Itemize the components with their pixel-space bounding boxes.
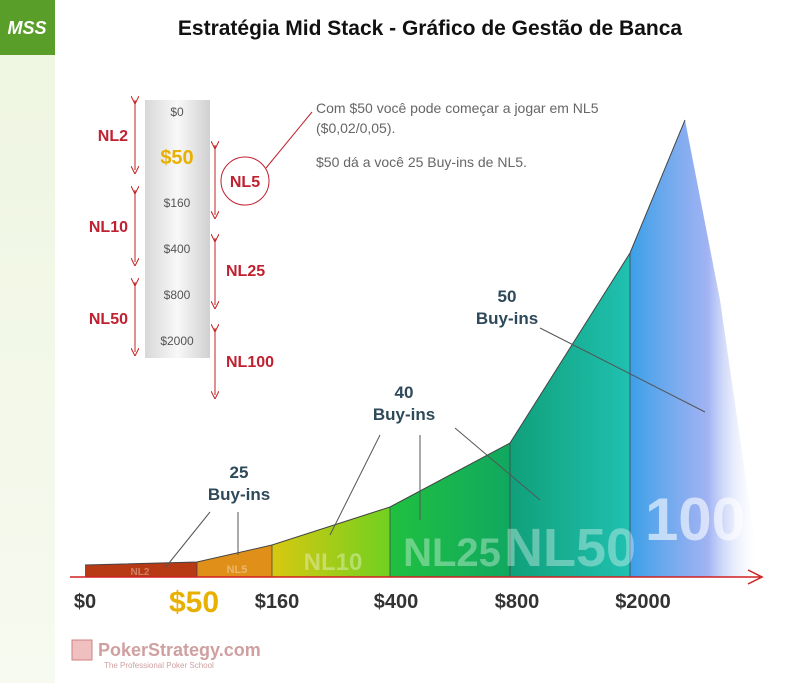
side-bar (0, 0, 55, 683)
limit-left: NL2 (98, 128, 128, 145)
pointer (164, 511, 211, 569)
region-label: NL2 (131, 567, 150, 578)
dividers (196, 253, 631, 577)
note-line: ($0,02/0,05). (316, 120, 395, 136)
region-label: NL10 (304, 549, 363, 576)
footer-brand: PokerStrategy.com (98, 640, 261, 660)
note: Com $50 você pode começar a jogar em NL5… (316, 100, 599, 170)
axis-label: $2000 (615, 591, 671, 613)
axis-label: $800 (495, 591, 540, 613)
pointer (329, 434, 381, 536)
chip-highlight: $50 (160, 147, 193, 169)
region-area (85, 562, 197, 577)
chip: $0 (170, 105, 184, 119)
logo-box (0, 0, 55, 55)
region-area (630, 120, 760, 577)
pointer (454, 427, 541, 501)
range-arrows (135, 100, 215, 395)
callout-text: Buy-ins (208, 485, 270, 504)
limit-left: NL50 (89, 311, 128, 328)
axis-labels: $0 $50 $160 $400 $800 $2000 (74, 586, 671, 619)
region-labels: NL2 NL5 NL10 NL25 NL50 100 (131, 486, 746, 578)
region-area (197, 545, 272, 577)
limit-right: NL5 (230, 174, 260, 191)
axis-label: $400 (374, 591, 419, 613)
axis-label: $160 (255, 591, 300, 613)
note-pointer (265, 111, 313, 169)
axis-arrow (747, 569, 764, 585)
limit-labels: NL2 NL10 NL50 NL5 NL25 NL100 (89, 128, 274, 371)
region-area (390, 443, 510, 577)
chip: $2000 (160, 334, 194, 348)
limit-right: NL100 (226, 354, 274, 371)
region-label: NL5 (227, 564, 248, 576)
highlight-circle (220, 156, 270, 206)
callout-text: Buy-ins (373, 405, 435, 424)
chip: $400 (164, 242, 191, 256)
chip-column (145, 100, 210, 358)
limit-right: NL25 (226, 263, 265, 280)
region-label: 100 (645, 486, 745, 553)
callout-number: 40 (395, 383, 414, 402)
footer-tagline: The Professional Poker School (104, 661, 214, 670)
region-area (510, 253, 630, 577)
note-line: $50 dá a você 25 Buy-ins de NL5. (316, 154, 527, 170)
chip: $800 (164, 288, 191, 302)
logo: MSS (7, 18, 46, 38)
region-label: NL50 (504, 518, 636, 578)
pointer (539, 327, 706, 413)
callout-pointers (164, 327, 706, 569)
title: Estratégia Mid Stack - Gráfico de Gestão… (178, 17, 682, 40)
limit-left: NL10 (89, 219, 128, 236)
note-line: Com $50 você pode começar a jogar em NL5 (316, 100, 599, 116)
callouts: 25 Buy-ins 40 Buy-ins 50 Buy-ins (208, 287, 538, 504)
axis-label: $0 (74, 591, 96, 613)
footer-icon (71, 639, 93, 661)
region-label: NL25 (403, 531, 501, 575)
callout-number: 25 (230, 463, 249, 482)
callout-number: 50 (498, 287, 517, 306)
chip: $160 (164, 196, 191, 210)
callout-text: Buy-ins (476, 309, 538, 328)
region-area (272, 507, 390, 577)
axis-label: $50 (169, 586, 219, 619)
chips: $0 $50 $160 $400 $800 $2000 (160, 105, 194, 348)
